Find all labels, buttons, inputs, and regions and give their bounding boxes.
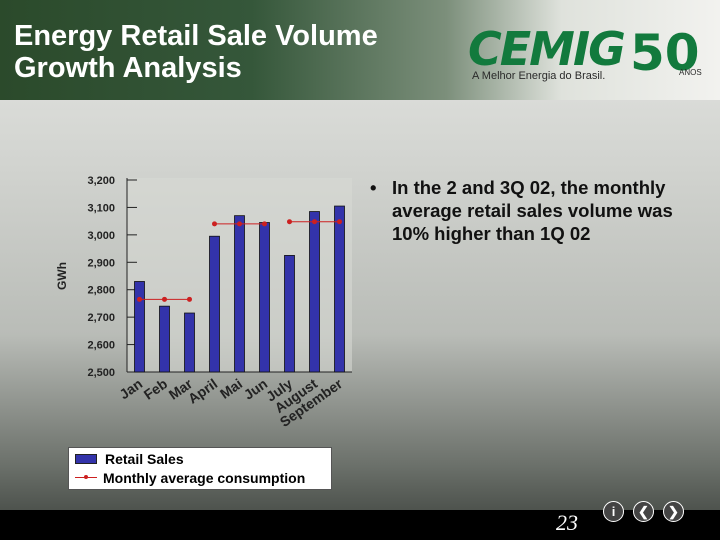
bar-jun	[259, 222, 270, 373]
bullet-point: • In the 2 and 3Q 02, the monthly averag…	[370, 176, 692, 245]
x-tick-label: April	[185, 375, 220, 406]
y-tick-label: 2,700	[87, 312, 115, 324]
header-band: Energy Retail Sale Volume Growth Analysi…	[0, 0, 720, 100]
y-tick-label: 2,900	[87, 257, 115, 269]
logo-wordmark: CEMIG	[468, 22, 626, 76]
chart-legend: Retail Sales Monthly average consumption	[68, 447, 332, 490]
bar-august	[309, 211, 320, 373]
previous-slide-icon[interactable]: ❮	[633, 501, 654, 522]
y-tick-label: 3,000	[87, 230, 115, 242]
avg-marker-april	[212, 221, 217, 227]
avg-marker-september	[337, 219, 342, 225]
footer-bar	[0, 510, 720, 540]
legend-label: Retail Sales	[105, 451, 184, 467]
avg-marker-jan	[137, 296, 142, 302]
info-icon[interactable]: i	[603, 501, 624, 522]
logo-tagline: A Melhor Energia do Brasil.	[472, 70, 606, 82]
title-line-2: Growth Analysis	[14, 52, 242, 84]
logo-anniversary: 50	[630, 24, 700, 82]
avg-marker-feb	[162, 296, 167, 302]
avg-marker-mai	[237, 221, 242, 227]
bar-mai	[234, 215, 245, 373]
y-tick-label: 2,500	[87, 367, 115, 379]
legend-item-retail-sales: Retail Sales	[75, 450, 184, 468]
bar-feb	[159, 305, 170, 373]
y-tick-label: 3,100	[87, 202, 115, 214]
y-axis-label: GWh	[55, 262, 69, 290]
bullet-text: In the 2 and 3Q 02, the monthly average …	[392, 177, 673, 244]
page-number: 23	[556, 510, 578, 535]
avg-marker-mar	[187, 296, 192, 302]
bar-mar	[184, 312, 195, 373]
bar-jan	[134, 281, 145, 373]
page-title: Energy Retail Sale Volume Growth Analysi…	[14, 20, 434, 84]
bar-july	[284, 255, 295, 373]
cemig-logo: CEMIG A Melhor Energia do Brasil. 50 ANO…	[468, 20, 718, 88]
y-tick-label: 3,200	[87, 175, 115, 187]
y-tick-label: 2,600	[87, 340, 115, 352]
avg-marker-august	[312, 219, 317, 225]
logo-anos: ANOS	[679, 68, 702, 77]
bar-september	[334, 205, 345, 373]
legend-line-swatch-icon	[75, 473, 97, 483]
legend-bar-swatch-icon	[75, 454, 97, 464]
avg-marker-jun	[262, 221, 267, 227]
legend-label: Monthly average consumption	[103, 470, 306, 486]
bar-april	[209, 235, 220, 373]
bullet-icon: •	[370, 177, 377, 198]
legend-item-monthly-average: Monthly average consumption	[75, 469, 305, 487]
title-line-1: Energy Retail Sale Volume	[14, 20, 378, 52]
retail-sales-chart: 3,200 3,100 3,000 2,900 2,800 2,700 2,600 2,500…	[55, 175, 352, 430]
y-tick-label: 2,800	[87, 285, 115, 297]
next-slide-icon[interactable]: ❯	[663, 501, 684, 522]
avg-marker-july	[287, 219, 292, 225]
